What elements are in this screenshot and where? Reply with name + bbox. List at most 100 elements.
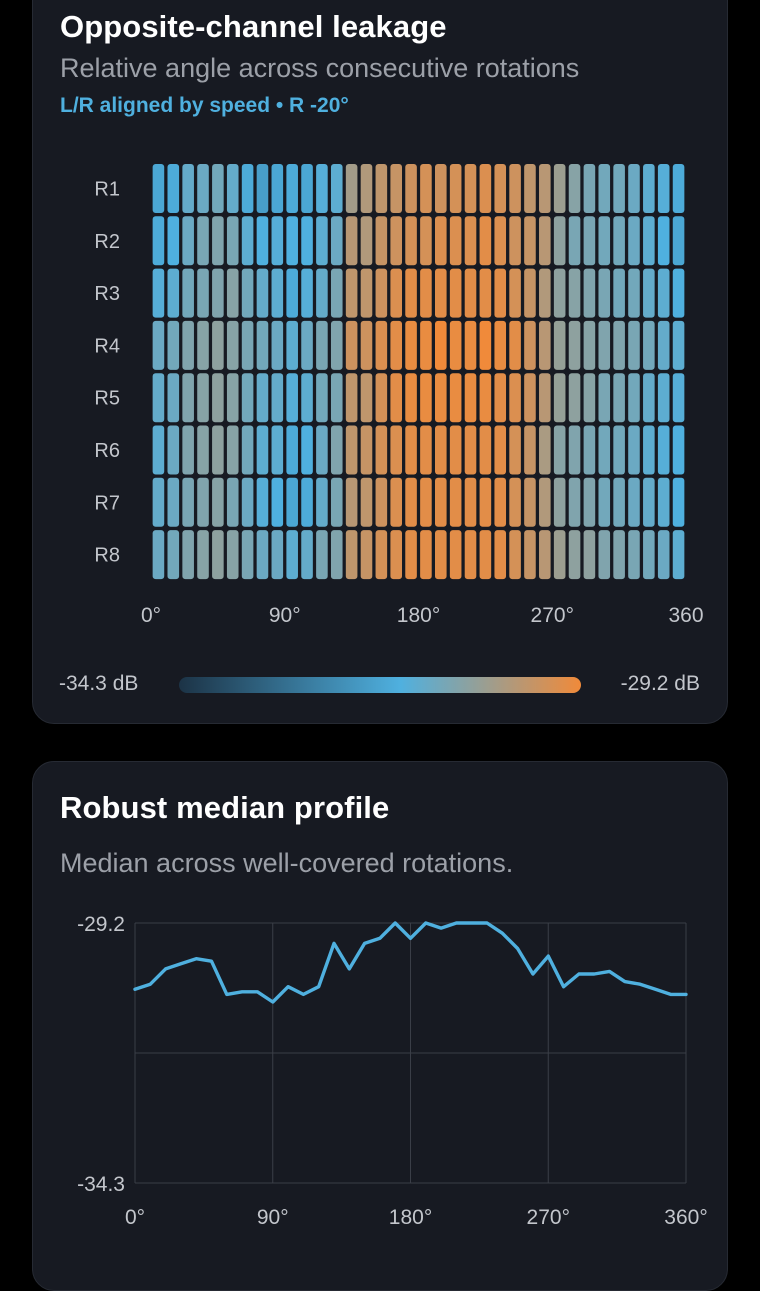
heatmap-cell: [464, 425, 477, 475]
heatmap-cell: [479, 268, 492, 318]
heatmap-cell: [524, 373, 536, 423]
row-label-r3: R3: [94, 283, 120, 305]
heatmap-cell: [152, 216, 165, 266]
heatmap-cell: [301, 268, 313, 318]
heatmap-cell: [598, 216, 611, 266]
heatmap-cell: [226, 530, 239, 580]
heatmap-cell: [539, 268, 551, 318]
heatmap-cell: [152, 320, 165, 370]
heatmap-cell: [479, 477, 492, 527]
heatmap-cell: [479, 373, 492, 423]
heatmap-cell: [390, 477, 402, 527]
x-tick-label: 0°: [125, 1206, 145, 1229]
heatmap-cell: [628, 268, 640, 318]
heatmap-cell: [479, 216, 492, 266]
heatmap-cell: [524, 164, 536, 213]
heatmap-title: Opposite-channel leakage: [60, 9, 447, 44]
heatmap-cell: [152, 477, 165, 527]
profile-card: Robust median profile Median across well…: [32, 761, 728, 1291]
heatmap-cell: [301, 320, 313, 370]
heatmap-cell: [583, 320, 596, 370]
heatmap-cell: [464, 477, 477, 527]
heatmap-cell: [375, 268, 388, 318]
heatmap-cell: [672, 477, 685, 527]
heatmap-cell: [375, 477, 388, 527]
heatmap-x-tick: 360: [668, 604, 703, 627]
heatmap-cell: [256, 216, 269, 266]
heatmap-cell: [212, 268, 224, 318]
heatmap-cell: [583, 164, 596, 213]
heatmap-cell: [583, 477, 596, 527]
heatmap-chart: R1 R2 R3 R4 R5 R6 R7 R8 0° 90° 180° 270° 360: [94, 164, 704, 627]
heatmap-cell: [420, 477, 432, 527]
heatmap-cell: [197, 373, 209, 423]
heatmap-cell: [182, 268, 194, 318]
heatmap-cell: [375, 373, 388, 423]
heatmap-cell: [420, 216, 432, 266]
heatmap-cell: [256, 320, 269, 370]
heatmap-cell: [316, 477, 328, 527]
heatmap-cell: [539, 320, 551, 370]
heatmap-cell: [226, 268, 239, 318]
heatmap-cell: [598, 425, 611, 475]
heatmap-cell: [301, 164, 313, 213]
heatmap-cell: [182, 216, 194, 266]
heatmap-cell: [405, 373, 417, 423]
heatmap-cell: [271, 320, 284, 370]
heatmap-cell: [167, 320, 180, 370]
heatmap-cell: [643, 530, 655, 580]
heatmap-cell: [509, 216, 521, 266]
heatmap-cell: [345, 320, 358, 370]
heatmap-cell: [197, 268, 209, 318]
heatmap-cell: [271, 164, 284, 213]
heatmap-cell: [643, 268, 655, 318]
heatmap-cell: [167, 477, 180, 527]
heatmap-cell: [286, 425, 298, 475]
heatmap-cell: [375, 530, 388, 580]
heatmap-cell: [583, 373, 596, 423]
heatmap-cell: [449, 268, 462, 318]
heatmap-cell: [360, 373, 373, 423]
heatmap-cell: [375, 164, 388, 213]
heatmap-cell: [226, 425, 239, 475]
heatmap-cell: [657, 216, 670, 266]
heatmap-cell: [212, 164, 224, 213]
heatmap-cell: [167, 373, 180, 423]
heatmap-cell: [405, 425, 417, 475]
heatmap-cell: [405, 530, 417, 580]
heatmap-cell: [628, 320, 640, 370]
heatmap-cell: [375, 216, 388, 266]
heatmap-cell: [212, 373, 224, 423]
heatmap-cell: [420, 373, 432, 423]
heatmap-cell: [672, 268, 685, 318]
heatmap-cell: [494, 320, 507, 370]
heatmap-cell: [657, 373, 670, 423]
profile-subtitle: Median across well-covered rotations.: [60, 848, 514, 878]
heatmap-cell: [182, 164, 194, 213]
heatmap-cell: [672, 216, 685, 266]
heatmap-cell: [345, 530, 358, 580]
heatmap-cell: [509, 268, 521, 318]
heatmap-cell: [539, 373, 551, 423]
heatmap-cell: [390, 530, 402, 580]
heatmap-cell: [613, 320, 625, 370]
heatmap-cell: [628, 164, 640, 213]
heatmap-card: Opposite-channel leakage Relative angle …: [32, 0, 728, 724]
x-tick-label: 180°: [389, 1206, 432, 1229]
heatmap-cell: [390, 425, 402, 475]
alignment-info: L/R aligned by speed • R -20°: [60, 94, 349, 117]
heatmap-cell: [152, 530, 165, 580]
heatmap-cell: [316, 530, 328, 580]
heatmap-cell: [330, 216, 343, 266]
heatmap-cell: [598, 530, 611, 580]
heatmap-cell: [628, 425, 640, 475]
heatmap-cell: [197, 477, 209, 527]
heatmap-cell: [316, 373, 328, 423]
heatmap-cell: [405, 216, 417, 266]
heatmap-cell: [494, 530, 507, 580]
heatmap-cell: [271, 425, 284, 475]
heatmap-cell: [583, 268, 596, 318]
heatmap-cell: [494, 216, 507, 266]
heatmap-cell: [509, 320, 521, 370]
heatmap-cell: [509, 530, 521, 580]
